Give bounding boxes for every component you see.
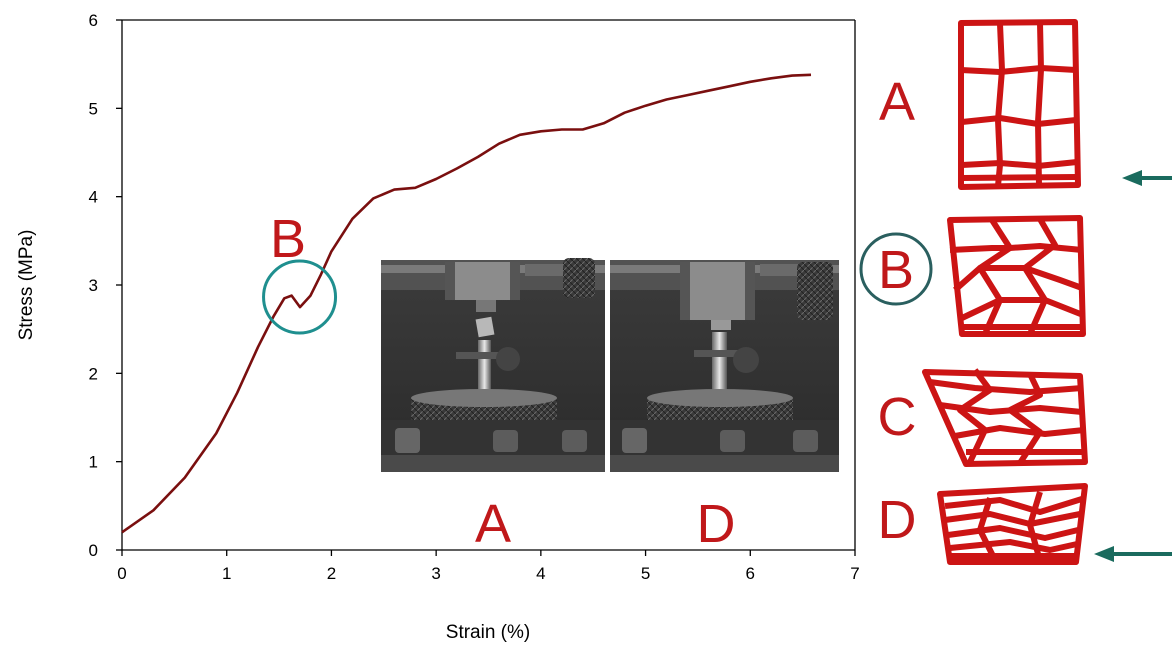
y-tick-label: 3 <box>89 276 98 295</box>
stage-label-b: B <box>878 240 914 300</box>
cell-structure-a <box>958 19 1081 190</box>
x-ticks: 0 1 2 3 4 5 6 7 <box>117 550 860 583</box>
x-tick-label: 6 <box>746 564 755 583</box>
arrow-a-icon <box>1122 170 1172 186</box>
y-tick-label: 0 <box>89 541 98 560</box>
x-tick-label: 7 <box>850 564 859 583</box>
annotation-circle <box>262 259 338 335</box>
x-tick-label: 2 <box>327 564 336 583</box>
x-tick-label: 5 <box>641 564 650 583</box>
x-tick-label: 0 <box>117 564 126 583</box>
x-tick-label: 1 <box>222 564 231 583</box>
x-tick-label: 3 <box>431 564 440 583</box>
y-tick-label: 4 <box>89 188 98 207</box>
cell-structure-c <box>922 368 1088 467</box>
stage-label-d: D <box>878 490 917 550</box>
inset-photo-d <box>610 260 839 472</box>
stage-b-circle <box>859 232 933 306</box>
annotation-label: B <box>270 209 306 269</box>
y-tick-label: 6 <box>89 11 98 30</box>
stage-label-c: C <box>878 387 917 447</box>
y-tick-label: 2 <box>89 364 98 383</box>
inset-photo-a <box>381 258 605 472</box>
x-axis-label: Strain (%) <box>446 622 530 643</box>
y-ticks: 0 1 2 3 4 5 6 <box>89 11 122 560</box>
stage-label-a: A <box>879 72 915 132</box>
photo-caption-a: A <box>475 494 511 554</box>
y-axis-label: Stress (MPa) <box>16 230 37 341</box>
cell-structure-d <box>937 483 1088 565</box>
arrow-d-icon <box>1094 546 1172 562</box>
cell-structure-b <box>947 215 1086 337</box>
annotation-b: B <box>262 209 338 335</box>
x-tick-label: 4 <box>536 564 545 583</box>
photo-caption-d: D <box>697 494 736 554</box>
y-tick-label: 5 <box>89 99 98 118</box>
y-tick-label: 1 <box>89 453 98 472</box>
